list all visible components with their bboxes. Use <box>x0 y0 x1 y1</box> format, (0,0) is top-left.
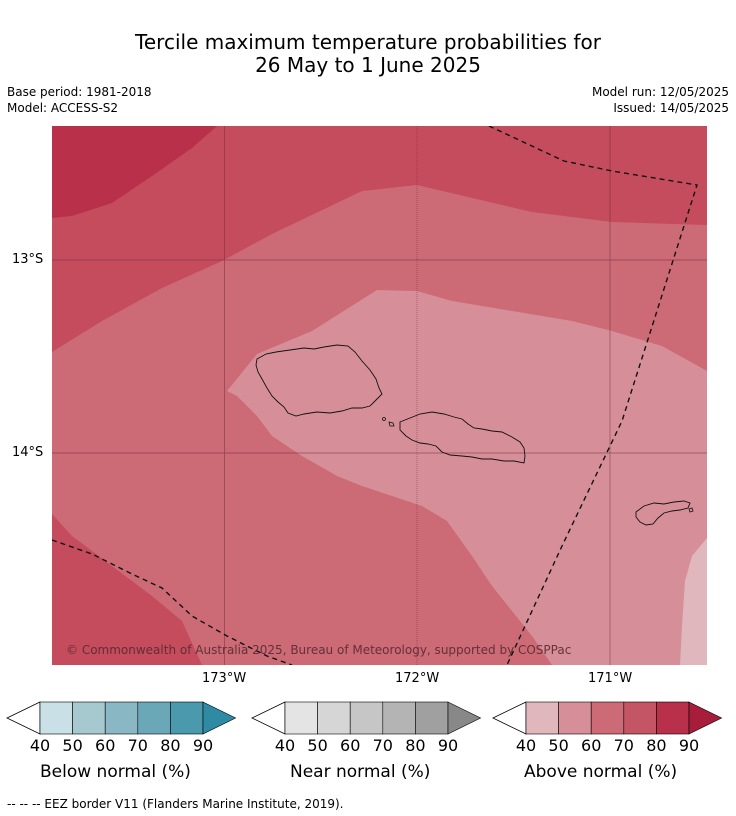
lon-label-172w: 172°W <box>395 671 440 686</box>
colorbar-swatch <box>137 701 171 735</box>
lon-label-173w: 173°W <box>202 671 247 686</box>
colorbar-swatch <box>349 701 384 735</box>
zone-above-80-north <box>52 126 707 352</box>
zone-above-60 <box>227 290 707 665</box>
graticule <box>52 126 707 665</box>
island-aunuu <box>688 507 694 513</box>
colorbar-tick-label: 50 <box>307 736 327 755</box>
colorbar-tick-label: 80 <box>405 736 425 755</box>
copyright-notice: © Commonwealth of Australia 2025, Bureau… <box>66 643 572 657</box>
colorbar-swatch <box>72 701 106 735</box>
colorbar-swatch <box>284 701 318 735</box>
colorbar-swatch <box>525 701 559 735</box>
colorbar-tick-label: 40 <box>275 736 295 755</box>
colorbar-swatch <box>317 701 351 735</box>
colorbar-swatch <box>623 701 657 735</box>
colorbar-tick-label: 90 <box>193 736 213 755</box>
colorbar-swatch <box>558 701 592 735</box>
colorbar-swatch <box>104 701 139 735</box>
zone-above-50 <box>680 538 707 665</box>
map-title: Tercile maximum temperature probabilitie… <box>0 31 736 77</box>
colorbar-above-svg: 40 50 60 70 80 90 <box>492 701 723 755</box>
colorbar-under-arrow <box>492 701 527 735</box>
colorbar-near-title: Near normal (%) <box>290 762 431 782</box>
map-canvas <box>52 126 707 665</box>
colorbar-swatch <box>590 701 625 735</box>
colorbar-tick-label: 70 <box>128 736 148 755</box>
probability-map: © Commonwealth of Australia 2025, Bureau… <box>52 126 707 665</box>
colorbar-over-arrow <box>447 701 482 735</box>
colorbar-tick-label: 70 <box>614 736 634 755</box>
colorbar-swatch <box>656 701 690 735</box>
colorbar-tick-label: 90 <box>679 736 699 755</box>
island-manono <box>388 421 395 427</box>
colorbar-tick-label: 90 <box>438 736 458 755</box>
colorbar-tick-label: 80 <box>160 736 180 755</box>
eez-border <box>52 126 698 665</box>
map-title-line2: 26 May to 1 June 2025 <box>255 53 481 77</box>
colorbar-swatch <box>382 701 416 735</box>
colorbar-below-svg: 40 50 60 70 80 90 <box>6 701 237 755</box>
island-tutuila <box>635 500 691 526</box>
colorbar-tick-label: 40 <box>30 736 50 755</box>
model-run: Model run: 12/05/2025 <box>591 85 729 99</box>
colorbar-tick-label: 70 <box>373 736 393 755</box>
eez-footnote: -- -- -- EEZ border V11 (Flanders Marine… <box>7 797 344 811</box>
colorbar-under-arrow <box>6 701 41 735</box>
colorbar-over-arrow <box>202 701 237 735</box>
colorbar-above-title: Above normal (%) <box>524 762 678 782</box>
colorbar-tick-label: 50 <box>548 736 568 755</box>
meta-left: Base period: 1981-2018 Model: ACCESS-S2 <box>7 84 152 116</box>
colorbar-tick-label: 60 <box>95 736 115 755</box>
zone-above-90 <box>52 126 217 218</box>
colorbar-tick-label: 60 <box>581 736 601 755</box>
island-apolima <box>382 417 386 421</box>
lat-label-13s: 13°S <box>12 252 44 267</box>
colorbar-tick-label: 60 <box>340 736 360 755</box>
island-savaii <box>255 344 383 417</box>
colorbar-below-title: Below normal (%) <box>40 762 191 782</box>
base-period: Base period: 1981-2018 <box>7 85 152 99</box>
colorbar-under-arrow <box>251 701 286 735</box>
zone-above-80-south <box>52 514 202 665</box>
colorbar-tick-label: 40 <box>516 736 536 755</box>
model-name: Model: ACCESS-S2 <box>7 101 119 115</box>
colorbar-tick-label: 80 <box>646 736 666 755</box>
lat-label-14s: 14°S <box>12 445 44 460</box>
lon-label-171w: 171°W <box>588 671 633 686</box>
colorbar-near-normal: 40 50 60 70 80 90 <box>251 701 482 763</box>
colorbar-tick-label: 50 <box>62 736 82 755</box>
colorbar-swatch <box>39 701 73 735</box>
map-title-line1: Tercile maximum temperature probabilitie… <box>135 30 601 54</box>
colorbar-swatch <box>415 701 449 735</box>
colorbar-over-arrow <box>688 701 723 735</box>
island-upolu <box>399 411 526 464</box>
colorbar-swatch <box>170 701 204 735</box>
colorbar-below-normal: 40 50 60 70 80 90 <box>6 701 237 763</box>
issued-date: Issued: 14/05/2025 <box>613 101 729 115</box>
colorbar-near-svg: 40 50 60 70 80 90 <box>251 701 482 755</box>
meta-right: Model run: 12/05/2025 Issued: 14/05/2025 <box>592 84 729 116</box>
colorbar-above-normal: 40 50 60 70 80 90 <box>492 701 723 763</box>
